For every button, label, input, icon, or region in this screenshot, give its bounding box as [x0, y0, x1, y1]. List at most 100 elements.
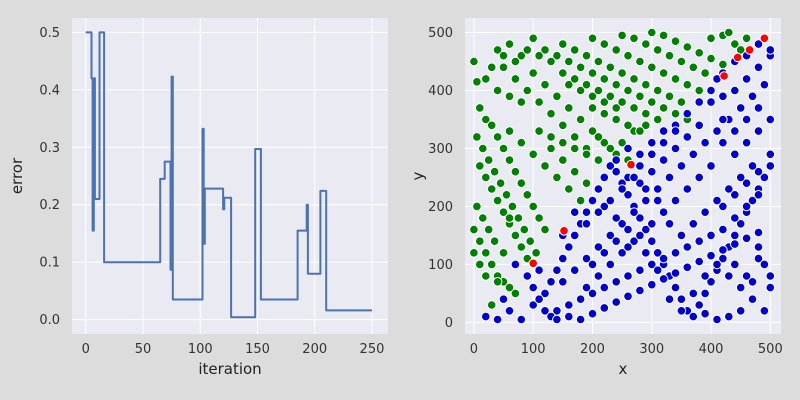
green-point [525, 236, 536, 246]
blue-point [765, 161, 776, 171]
green-point [564, 56, 574, 67]
green-point [652, 85, 663, 96]
blue-point [718, 137, 728, 148]
green-point [504, 155, 515, 165]
green-point [486, 120, 497, 131]
blue-point [569, 207, 580, 217]
green-point [647, 97, 657, 107]
blue-point [599, 172, 610, 183]
blue-point [611, 236, 622, 246]
blue-point [641, 224, 651, 235]
blue-point [730, 85, 740, 96]
blue-point [611, 277, 622, 287]
green-point [516, 97, 527, 107]
green-point [718, 59, 728, 70]
green-point [682, 42, 693, 52]
green-point [647, 27, 657, 38]
blue-point [593, 184, 604, 194]
green-point [516, 242, 527, 252]
green-point [504, 91, 515, 102]
green-point [481, 114, 491, 125]
blue-point [670, 195, 681, 206]
green-point [706, 33, 716, 44]
green-point [540, 224, 550, 235]
blue-point [564, 242, 574, 252]
blue-point [635, 149, 645, 160]
green-point [635, 56, 645, 67]
blue-point [688, 311, 699, 322]
green-point [486, 259, 497, 270]
x-tick-label: 500 [758, 342, 783, 357]
blue-point [581, 219, 592, 229]
green-point [475, 103, 485, 113]
blue-point [700, 271, 710, 281]
scatter-chart: 0 100 200 300 400 500 0 100 200 300 400 500 x y [409, 18, 783, 378]
blue-point [694, 172, 705, 183]
blue-point [635, 161, 645, 171]
blue-point [741, 74, 752, 84]
blue-point [753, 227, 764, 238]
green-point [587, 33, 598, 44]
green-point [498, 50, 509, 61]
blue-point [747, 91, 758, 102]
blue-point [694, 97, 705, 107]
blue-point [605, 161, 616, 171]
green-point [489, 166, 500, 177]
green-point [510, 288, 521, 299]
green-point [605, 143, 616, 154]
blue-point [623, 271, 633, 281]
error-series-line [85, 31, 372, 319]
blue-point [735, 306, 746, 316]
blue-point [647, 219, 657, 229]
x-tick-label: 300 [639, 342, 664, 357]
blue-point [599, 282, 610, 293]
green-point [469, 56, 479, 67]
blue-point [540, 306, 550, 316]
green-point [552, 50, 562, 61]
blue-point [516, 314, 527, 325]
blue-point [492, 314, 503, 325]
green-point [658, 68, 669, 78]
blue-point [730, 126, 740, 136]
x-tick-label: 50 [135, 342, 152, 357]
green-point [552, 172, 562, 183]
blue-point [759, 172, 770, 183]
blue-point [552, 265, 562, 276]
green-point [664, 91, 675, 102]
blue-point [652, 248, 663, 258]
green-point [516, 50, 527, 61]
blue-point [647, 137, 657, 148]
blue-point [741, 271, 752, 281]
blue-point [581, 207, 592, 217]
green-point [540, 161, 550, 171]
blue-point [688, 149, 699, 160]
green-point [475, 259, 485, 270]
blue-point [712, 314, 722, 325]
x-tick-label: 0 [82, 342, 90, 357]
green-point [587, 68, 598, 78]
blue-point [688, 288, 699, 299]
blue-point [611, 297, 622, 307]
green-point [664, 50, 675, 61]
green-point [507, 201, 518, 212]
blue-point [629, 172, 639, 183]
blue-point [540, 288, 550, 299]
green-point [516, 178, 527, 188]
y-tick-label: 0.2 [39, 198, 60, 213]
blue-point [765, 45, 776, 55]
blue-point [730, 213, 740, 223]
blue-point [647, 259, 657, 270]
green-point [611, 114, 622, 125]
blue-point [753, 126, 764, 136]
green-point [469, 224, 479, 235]
y-axis-label: y [409, 171, 427, 180]
green-point [501, 190, 512, 200]
y-tick-label: 0.0 [39, 313, 60, 328]
green-point [617, 68, 627, 78]
blue-point [694, 256, 705, 267]
blue-point [724, 311, 734, 322]
x-tick-label: 100 [521, 342, 546, 357]
green-point [522, 190, 533, 200]
green-point [641, 79, 651, 90]
green-point [546, 132, 556, 142]
